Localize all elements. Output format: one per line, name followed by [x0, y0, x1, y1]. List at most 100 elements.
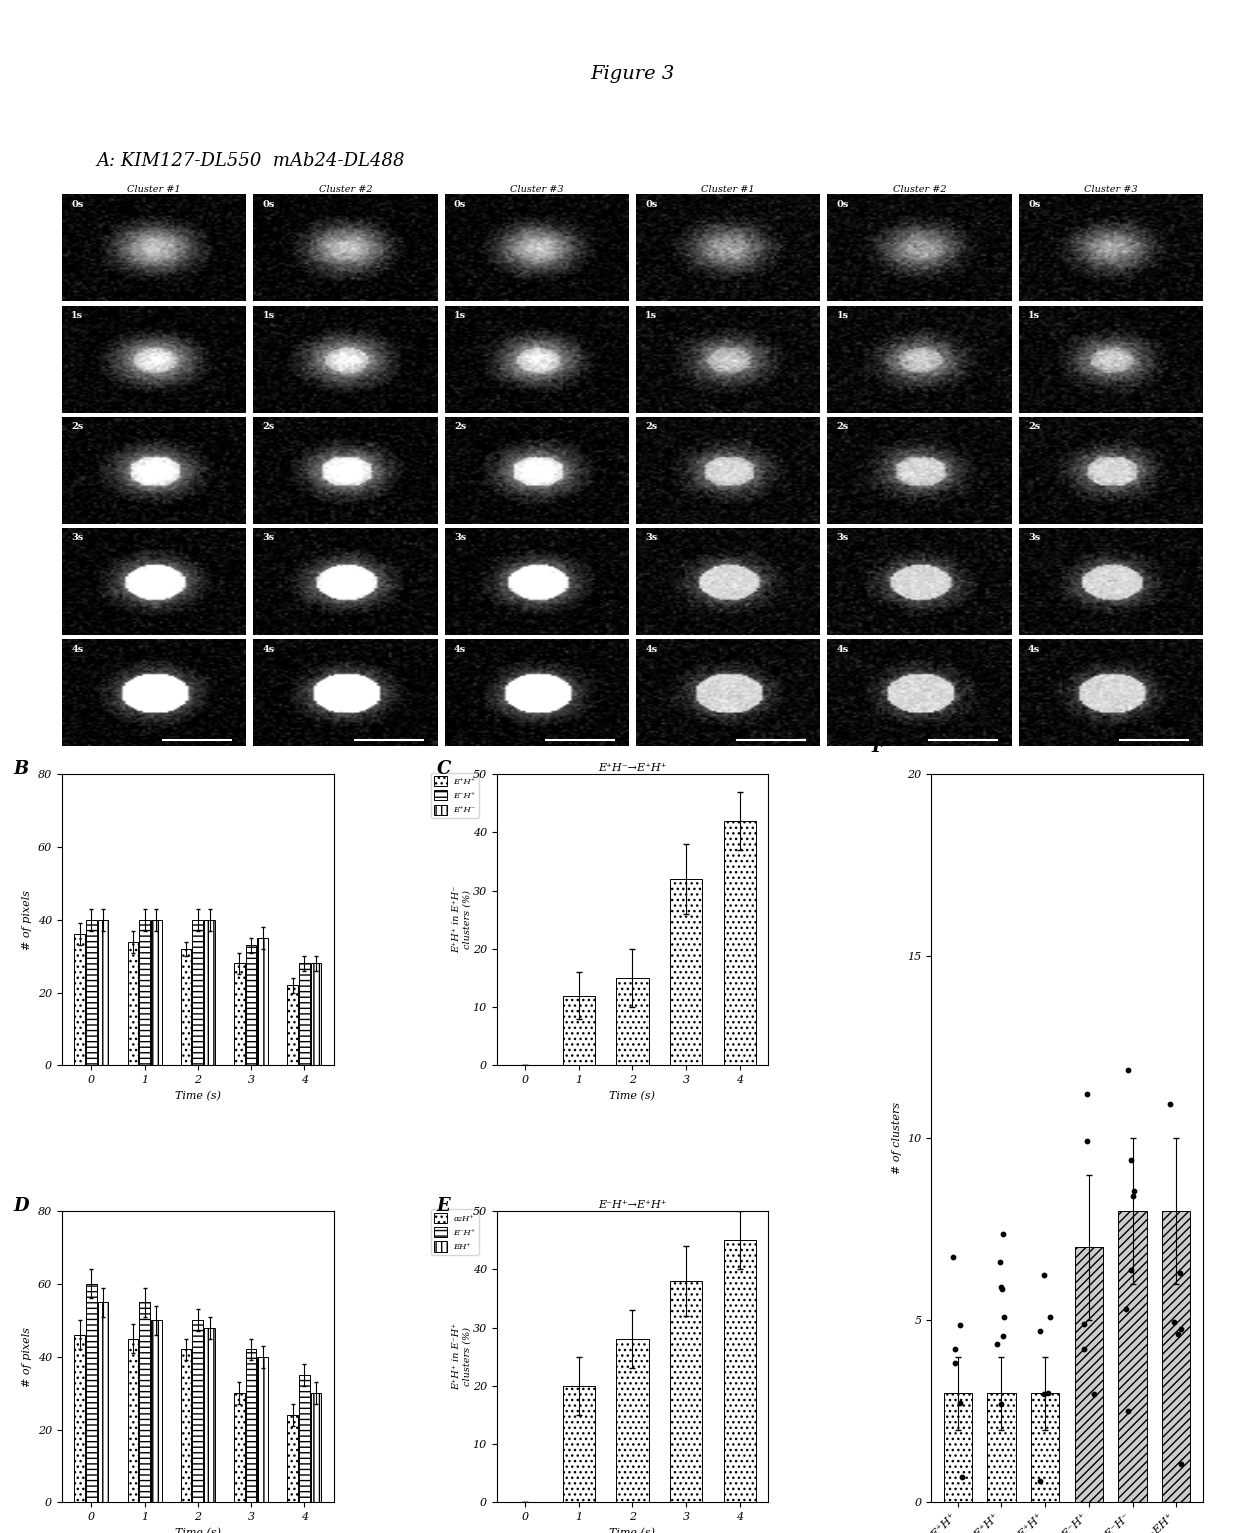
Bar [987, 1393, 1016, 1502]
X-axis label: Time (s): Time (s) [609, 1527, 656, 1533]
Bar [151, 1320, 161, 1502]
Legend: E⁺H⁺, E⁻H⁺, E⁺H⁻: E⁺H⁺, E⁻H⁺, E⁺H⁻ [430, 773, 479, 819]
Text: 1s: 1s [454, 311, 466, 320]
Point [945, 1337, 965, 1361]
Point [1030, 1318, 1050, 1343]
Point [992, 1277, 1012, 1302]
Point [990, 1249, 1009, 1274]
Title: E⁻H⁺→E⁺H⁺: E⁻H⁺→E⁺H⁺ [598, 1200, 667, 1210]
Bar [234, 1393, 244, 1502]
Text: 4s: 4s [263, 644, 275, 653]
Bar [98, 1302, 108, 1502]
Bar [1075, 1248, 1104, 1502]
Bar [563, 1386, 595, 1502]
Text: 2s: 2s [1028, 422, 1040, 431]
Text: E: E [436, 1196, 450, 1214]
Point [1040, 1305, 1060, 1329]
Text: 1s: 1s [837, 311, 848, 320]
Bar [74, 1335, 86, 1502]
Text: 3s: 3s [71, 533, 83, 543]
Text: 0s: 0s [645, 199, 657, 208]
Point [1029, 1469, 1049, 1493]
Point [951, 1390, 971, 1415]
Text: Figure 3: Figure 3 [590, 64, 675, 83]
Point [1123, 1183, 1143, 1208]
Text: 4s: 4s [454, 644, 466, 653]
Bar [311, 964, 321, 1065]
Point [1169, 1260, 1189, 1285]
Point [1116, 1297, 1136, 1321]
Point [993, 1305, 1013, 1329]
Bar [299, 964, 310, 1065]
Bar [288, 986, 298, 1065]
Text: 3s: 3s [837, 533, 849, 543]
Bar [151, 920, 161, 1065]
Point [950, 1312, 970, 1337]
Text: 4s: 4s [837, 644, 849, 653]
Bar [311, 1393, 321, 1502]
Point [952, 1466, 972, 1490]
Bar [1118, 1211, 1147, 1502]
Bar [86, 920, 97, 1065]
Point [1034, 1381, 1054, 1406]
Bar [128, 1338, 138, 1502]
Text: 3s: 3s [263, 533, 275, 543]
Bar [1162, 1211, 1190, 1502]
Title: Cluster #2: Cluster #2 [319, 184, 372, 193]
Text: 2s: 2s [837, 422, 849, 431]
Bar [288, 1415, 298, 1502]
Title: Cluster #3: Cluster #3 [1084, 184, 1137, 193]
Text: A: KIM127-DL550  mAb24-DL488: A: KIM127-DL550 mAb24-DL488 [97, 152, 404, 170]
Text: 0s: 0s [1028, 199, 1040, 208]
Bar [246, 946, 257, 1065]
Bar [98, 920, 108, 1065]
Bar [258, 938, 268, 1065]
Title: Cluster #1: Cluster #1 [128, 184, 181, 193]
Bar [670, 1282, 702, 1502]
Bar [74, 934, 86, 1065]
Point [944, 1245, 963, 1269]
Bar [246, 1349, 257, 1502]
Point [1168, 1321, 1188, 1346]
Text: C: C [436, 760, 451, 777]
Text: 2s: 2s [454, 422, 466, 431]
Point [1121, 1257, 1141, 1282]
Point [1125, 1179, 1145, 1203]
Text: 0s: 0s [71, 199, 83, 208]
Point [1075, 1312, 1095, 1337]
X-axis label: Time (s): Time (s) [175, 1527, 221, 1533]
Title: E⁺H⁻→E⁺H⁺: E⁺H⁻→E⁺H⁺ [598, 763, 667, 773]
Title: Cluster #2: Cluster #2 [893, 184, 946, 193]
Bar [234, 964, 244, 1065]
Y-axis label: # of pixels: # of pixels [22, 889, 32, 950]
Point [991, 1392, 1011, 1416]
Point [1038, 1380, 1058, 1404]
Text: B: B [14, 760, 29, 777]
Bar [192, 920, 203, 1065]
Bar [563, 995, 595, 1065]
Point [1172, 1317, 1192, 1341]
Point [1172, 1452, 1192, 1476]
Point [993, 1323, 1013, 1348]
Point [1118, 1058, 1138, 1082]
Point [1121, 1148, 1141, 1173]
Text: 0s: 0s [263, 199, 275, 208]
Y-axis label: E⁺H⁺ in E⁺H⁻
clusters (%): E⁺H⁺ in E⁺H⁻ clusters (%) [451, 886, 471, 954]
Bar [616, 978, 649, 1065]
Point [1164, 1309, 1184, 1334]
Bar [670, 878, 702, 1065]
Text: 1s: 1s [263, 311, 275, 320]
Text: F: F [872, 737, 884, 756]
Bar [205, 920, 215, 1065]
Point [993, 1222, 1013, 1246]
Bar [128, 941, 138, 1065]
Bar [299, 1375, 310, 1502]
Y-axis label: E⁺H⁺ in E⁻H⁺
clusters (%): E⁺H⁺ in E⁻H⁺ clusters (%) [451, 1323, 471, 1390]
Text: D: D [14, 1196, 29, 1214]
Text: 4s: 4s [71, 644, 83, 653]
Text: 1s: 1s [1028, 311, 1040, 320]
Bar [192, 1320, 203, 1502]
Point [991, 1275, 1011, 1300]
Text: 0s: 0s [454, 199, 466, 208]
Bar [139, 920, 150, 1065]
